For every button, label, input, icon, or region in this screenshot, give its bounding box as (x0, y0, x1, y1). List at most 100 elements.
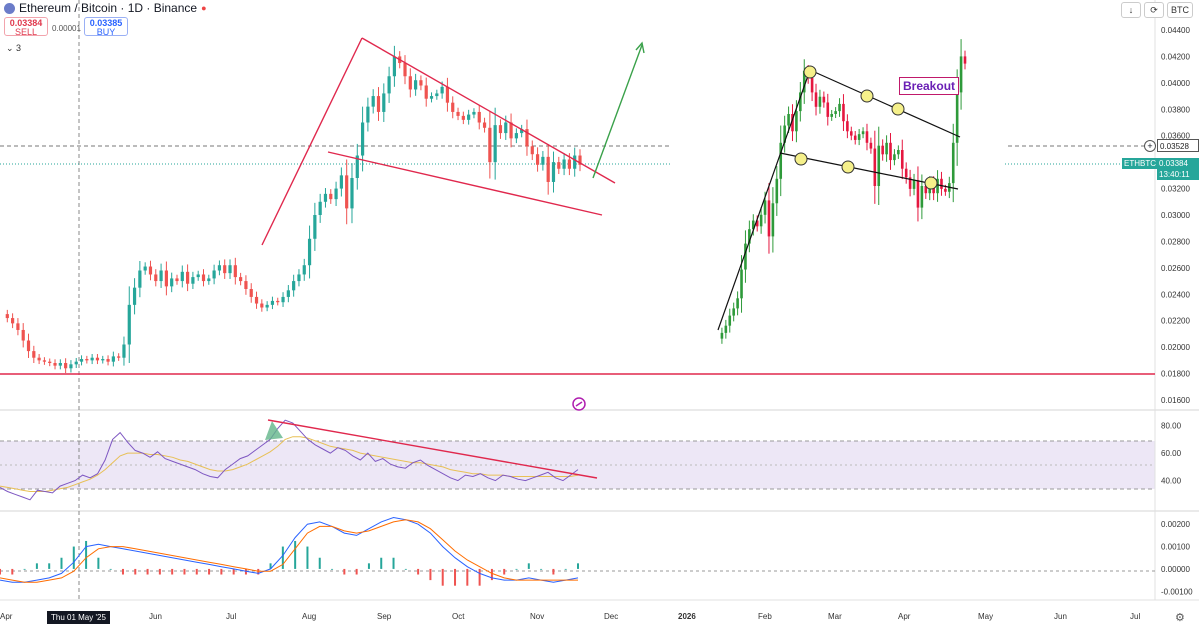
sell-price: 0.03384 (9, 18, 43, 28)
candle-body (535, 154, 540, 165)
settings-gear-icon[interactable]: ⚙ (1175, 612, 1185, 624)
macd-histogram-bar (318, 557, 321, 569)
inset-candle-body (767, 200, 771, 237)
candle-body (307, 238, 312, 266)
inset-candle-body (720, 332, 724, 339)
macd-tick-label: 0.00200 (1161, 520, 1190, 529)
macd-histogram-bar (404, 568, 407, 570)
candle-body (376, 96, 381, 112)
candle-body (281, 296, 285, 303)
price-tick-label: 0.01800 (1161, 370, 1190, 379)
projection-arrow[interactable] (592, 44, 643, 179)
price-tick-label: 0.02800 (1161, 237, 1190, 246)
candle-body (408, 76, 412, 90)
sell-button[interactable]: 0.03384 SELL (4, 17, 48, 37)
inset-candle-body (861, 131, 865, 135)
time-tick-label: Aug (302, 612, 316, 621)
candle-body (435, 93, 439, 97)
candle-body (175, 278, 179, 282)
inset-candle-body (822, 96, 826, 103)
candle-body (239, 277, 243, 282)
candle-body (223, 265, 227, 274)
candle-body (297, 274, 301, 282)
macd-histogram-bar (564, 568, 567, 570)
candle-body (509, 122, 513, 139)
candle-body (541, 156, 545, 165)
candle-body (185, 271, 190, 284)
inset-candle-body (940, 178, 943, 189)
currency-select[interactable]: BTC (1167, 2, 1193, 18)
candle-body (159, 270, 163, 282)
inset-wedge-upper (809, 69, 961, 138)
candle-body (286, 290, 290, 297)
time-tick-label: Sep (377, 612, 392, 621)
replay-icon[interactable] (572, 397, 586, 411)
inset-candle-body (889, 142, 892, 161)
inset-candle-body (912, 180, 916, 189)
sell-label: SELL (14, 27, 38, 37)
candle-body (117, 356, 121, 358)
candle-body (85, 359, 89, 361)
add-alert-icon[interactable]: + (1144, 140, 1156, 152)
candle-body (323, 193, 328, 202)
macd-histogram-bar (134, 568, 137, 575)
inset-candle-body (799, 92, 802, 112)
candle-body (53, 363, 57, 366)
candle-body (260, 303, 264, 308)
macd-tick-label: -0.00100 (1161, 587, 1193, 596)
inset-candle-body (775, 178, 779, 204)
inset-candle-body (853, 135, 857, 140)
price-tick-label: 0.01600 (1161, 396, 1190, 405)
candle-body (11, 318, 15, 324)
candle-body (26, 340, 31, 352)
candle-body (461, 115, 465, 120)
inset-candle-body (857, 134, 861, 140)
inset-touch-point (860, 89, 874, 103)
flag-icon[interactable]: ● (201, 3, 207, 13)
buy-label: BUY (96, 27, 116, 37)
rsi-overbought-fill (265, 421, 283, 440)
inset-candle-body (818, 96, 822, 107)
candle-body (101, 359, 105, 361)
sync-icon[interactable]: ⟳ (1144, 2, 1164, 18)
candle-body (392, 56, 397, 77)
time-tick-label: Apr (898, 612, 911, 621)
wedge-lower-line[interactable] (327, 151, 603, 216)
macd-histogram-bar (367, 563, 370, 569)
uptrend-line[interactable] (261, 37, 363, 246)
candle-body (371, 96, 375, 107)
wedge-upper-line[interactable] (361, 37, 616, 184)
symbol-header[interactable]: Ethereum / Bitcoin · 1D · Binance ● (4, 1, 207, 15)
indicators-toggle[interactable]: ⌄ 3 (6, 43, 22, 53)
candle-body (217, 265, 222, 271)
candle-body (578, 155, 582, 165)
inset-candle-body (877, 145, 881, 186)
inset-touch-point (841, 160, 855, 174)
candle-body (292, 281, 296, 291)
price-tag-line: 0.03528 (1157, 139, 1199, 152)
candle-body (488, 127, 492, 163)
macd-histogram-bar (355, 568, 358, 575)
inset-candle-body (814, 92, 818, 107)
candle-body (498, 125, 503, 134)
price-tick-label: 0.03600 (1161, 132, 1190, 141)
macd-histogram-bar (392, 557, 395, 569)
inset-candle-body (783, 125, 786, 143)
buy-button[interactable]: 0.03385 BUY (84, 17, 128, 37)
inset-candle-body (748, 229, 751, 244)
inset-candle-body (873, 148, 877, 186)
macd-histogram-bar (515, 568, 518, 570)
inset-candle-body (951, 142, 955, 184)
price-tick-label: 0.02400 (1161, 290, 1190, 299)
inset-candle-body (751, 220, 755, 230)
rsi-trendline[interactable] (267, 419, 598, 479)
candle-body (557, 162, 561, 169)
candle-body (249, 289, 253, 297)
candle-body (551, 162, 556, 182)
time-tick-label: Mar (828, 612, 842, 621)
candle-body (244, 281, 248, 289)
candle-body (525, 129, 529, 147)
arrow-down-icon[interactable]: ↓ (1121, 2, 1141, 18)
macd-histogram-bar (441, 568, 444, 586)
